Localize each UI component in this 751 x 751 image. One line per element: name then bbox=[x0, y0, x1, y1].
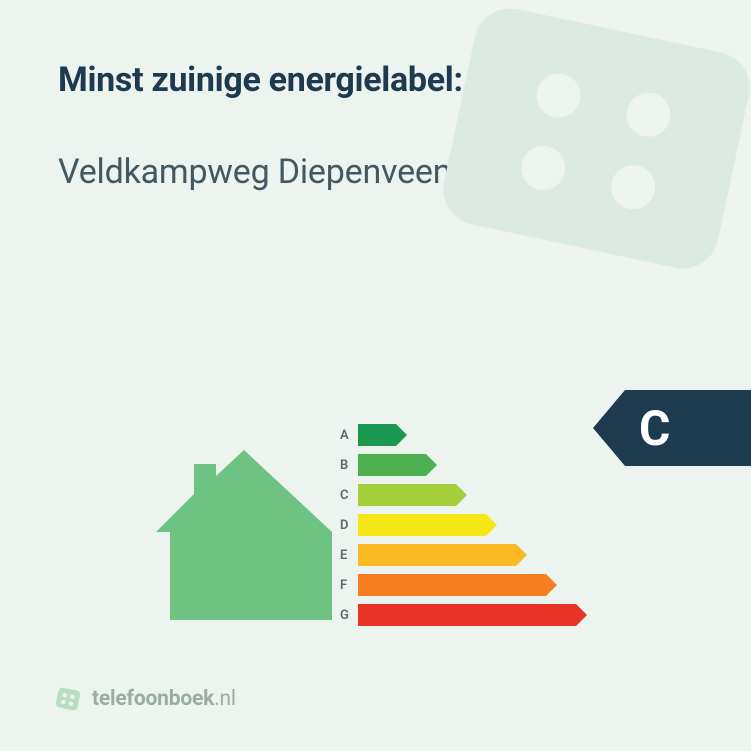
footer-brand-text: telefoonboek.nl bbox=[92, 687, 236, 711]
energy-bar-row: D bbox=[340, 510, 587, 540]
energy-label-card: Minst zuinige energielabel: Veldkampweg … bbox=[0, 0, 751, 751]
footer-brand-thin: .nl bbox=[214, 687, 236, 711]
energy-bar bbox=[358, 454, 437, 476]
rating-chip-arrow bbox=[593, 390, 625, 466]
energy-bar-row: B bbox=[340, 450, 587, 480]
rating-letter: C bbox=[639, 400, 670, 457]
house-icon bbox=[156, 450, 332, 620]
footer-brand: telefoonboek.nl bbox=[54, 685, 236, 713]
energy-bar-label: A bbox=[340, 428, 352, 443]
energy-bar-label: C bbox=[340, 488, 352, 503]
footer-brand-bold: telefoonboek bbox=[92, 687, 214, 711]
energy-bar-row: E bbox=[340, 540, 587, 570]
page-title: Minst zuinige energielabel: bbox=[58, 60, 693, 100]
energy-bar bbox=[358, 424, 407, 446]
rating-chip-body: C bbox=[625, 390, 751, 466]
energy-bar-label: D bbox=[340, 518, 352, 533]
energy-bar-label: E bbox=[340, 548, 352, 563]
energy-bar-label: B bbox=[340, 458, 352, 473]
location-name: Veldkampweg Diepenveen bbox=[58, 152, 693, 192]
energy-bar-row: C bbox=[340, 480, 587, 510]
rating-chip: C bbox=[593, 390, 751, 466]
energy-bar bbox=[358, 484, 467, 506]
energy-bar-row: G bbox=[340, 600, 587, 630]
energy-bar bbox=[358, 604, 587, 626]
energy-bar bbox=[358, 544, 527, 566]
energy-bar bbox=[358, 514, 497, 536]
energy-bar bbox=[358, 574, 557, 596]
energy-label-chart: ABCDEFG C bbox=[194, 418, 751, 630]
footer-brand-icon bbox=[54, 685, 82, 713]
energy-bars: ABCDEFG bbox=[340, 420, 587, 630]
energy-bar-row: F bbox=[340, 570, 587, 600]
energy-bar-label: F bbox=[340, 578, 352, 593]
energy-bar-row: A bbox=[340, 420, 587, 450]
energy-bar-label: G bbox=[340, 608, 352, 623]
